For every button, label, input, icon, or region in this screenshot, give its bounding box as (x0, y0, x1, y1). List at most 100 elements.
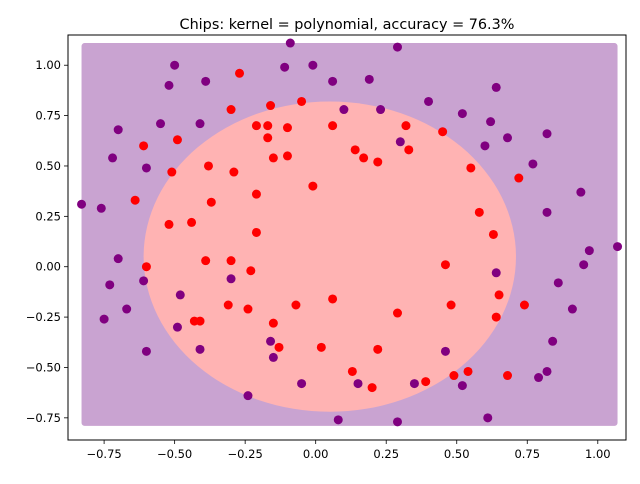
x-axis: −0.75 −0.50 −0.25 0.00 0.25 0.50 0.75 1.00 (86, 440, 611, 461)
point-class-0 (333, 415, 343, 425)
point-class-1 (347, 366, 357, 376)
x-tick-label: 1.00 (585, 447, 611, 461)
point-class-1 (251, 189, 261, 199)
point-class-0 (548, 336, 558, 346)
point-class-0 (96, 203, 106, 213)
point-class-1 (514, 173, 524, 183)
point-class-1 (438, 127, 448, 137)
point-class-0 (175, 290, 185, 300)
point-class-1 (291, 300, 301, 310)
point-class-1 (263, 121, 273, 131)
plot-area (77, 38, 623, 427)
point-class-0 (268, 352, 278, 362)
point-class-1 (328, 294, 338, 304)
point-class-1 (226, 256, 236, 266)
plot-frame (67, 34, 627, 441)
point-class-1 (235, 68, 245, 78)
point-class-0 (503, 133, 513, 143)
y-tick-label: −0.75 (26, 411, 61, 425)
point-class-0 (553, 278, 563, 288)
point-class-1 (139, 141, 149, 151)
point-class-0 (491, 82, 501, 92)
point-class-1 (187, 217, 197, 227)
point-class-1 (141, 262, 151, 272)
point-class-0 (528, 159, 538, 169)
point-class-1 (463, 366, 473, 376)
point-class-1 (282, 151, 292, 161)
point-class-0 (534, 373, 544, 383)
point-class-1 (359, 153, 369, 163)
point-class-1 (367, 383, 377, 393)
point-class-0 (542, 207, 552, 217)
point-class-0 (457, 381, 467, 391)
point-class-0 (164, 80, 174, 90)
point-class-0 (376, 105, 386, 115)
point-class-0 (243, 391, 253, 401)
point-class-0 (567, 304, 577, 314)
point-class-1 (266, 101, 276, 111)
point-class-1 (203, 161, 213, 171)
point-class-1 (373, 157, 383, 167)
point-class-0 (328, 76, 338, 86)
point-class-1 (251, 227, 261, 237)
chart-title: Chips: kernel = polynomial, accuracy = 7… (180, 17, 515, 33)
point-class-1 (308, 181, 318, 191)
point-class-1 (404, 145, 414, 155)
decision-region (81, 43, 618, 426)
point-class-0 (195, 344, 205, 354)
point-class-0 (201, 76, 211, 86)
point-class-0 (113, 254, 123, 264)
point-class-0 (139, 276, 149, 286)
point-class-1 (226, 105, 236, 115)
point-class-0 (542, 366, 552, 376)
y-tick-label: 0.50 (35, 159, 61, 173)
point-class-0 (440, 346, 450, 356)
point-class-1 (229, 167, 239, 177)
y-axis: −0.75 −0.50 −0.25 0.00 0.25 0.50 0.75 1.00 (26, 58, 68, 425)
point-class-1 (274, 342, 284, 352)
point-class-0 (141, 346, 151, 356)
point-class-0 (141, 163, 151, 173)
y-tick-label: 0.00 (35, 260, 61, 274)
point-class-0 (77, 199, 87, 209)
point-class-1 (251, 121, 261, 131)
point-class-0 (395, 137, 405, 147)
point-class-1 (328, 121, 338, 131)
y-tick-label: −0.25 (26, 310, 61, 324)
point-class-0 (483, 413, 493, 423)
x-tick-label: −0.25 (228, 447, 263, 461)
point-class-0 (480, 141, 490, 151)
point-class-0 (486, 117, 496, 127)
point-class-0 (113, 125, 123, 135)
point-class-1 (206, 197, 216, 207)
x-tick-label: 0.25 (373, 447, 399, 461)
y-tick-label: 0.75 (35, 109, 61, 123)
point-class-1 (316, 342, 326, 352)
point-class-1 (373, 344, 383, 354)
point-class-1 (488, 229, 498, 239)
point-class-0 (297, 379, 307, 389)
point-class-1 (503, 371, 513, 381)
point-class-0 (105, 280, 115, 290)
point-class-1 (243, 304, 253, 314)
point-class-1 (164, 219, 174, 229)
x-tick-label: 0.75 (514, 447, 540, 461)
point-class-1 (246, 266, 256, 276)
point-class-1 (282, 123, 292, 133)
point-class-1 (392, 308, 402, 318)
point-class-0 (172, 322, 182, 332)
point-class-1 (130, 195, 140, 205)
point-class-0 (576, 187, 586, 197)
point-class-0 (424, 96, 434, 106)
point-class-1 (449, 371, 459, 381)
point-class-0 (195, 119, 205, 129)
point-class-0 (226, 274, 236, 284)
point-class-1 (268, 318, 278, 328)
point-class-0 (280, 62, 290, 72)
x-tick-label: −0.50 (157, 447, 192, 461)
point-class-0 (170, 60, 180, 70)
point-class-1 (466, 163, 476, 173)
point-class-0 (542, 129, 552, 139)
